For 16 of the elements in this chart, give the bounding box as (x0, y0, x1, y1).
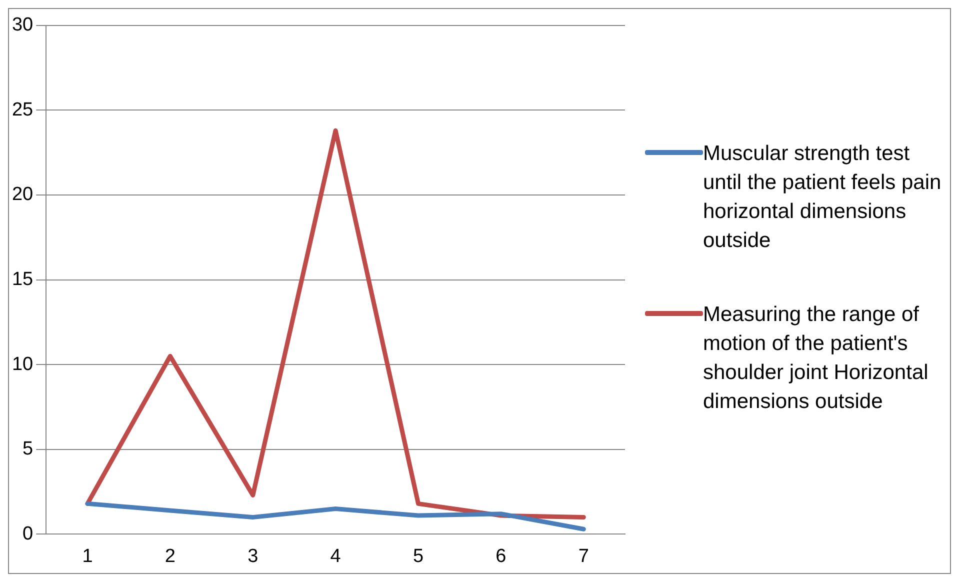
y-tick-label: 15 (12, 269, 34, 290)
y-tick-label: 25 (12, 99, 34, 120)
y-tick-label: 5 (22, 438, 34, 460)
x-tick-label: 6 (496, 546, 506, 567)
y-tick-label: 0 (22, 523, 34, 544)
y-tick-label: 10 (12, 354, 34, 375)
x-tick-label: 7 (578, 546, 589, 567)
y-tick-label: 20 (12, 184, 34, 206)
x-tick-label: 5 (412, 546, 424, 567)
legend-label: Muscular strength test until the patient feels pain horizontal dimensions outside (703, 141, 942, 254)
y-tick-label: 30 (12, 14, 34, 36)
x-tick-label: 4 (330, 546, 342, 567)
x-tick-label: 2 (164, 546, 176, 567)
x-tick-label: 3 (248, 546, 258, 567)
x-tick-label: 1 (82, 546, 93, 567)
legend-label: Measuring the range of motion of the patient's shoulder joint Horizontal dimensions outside (703, 302, 930, 415)
